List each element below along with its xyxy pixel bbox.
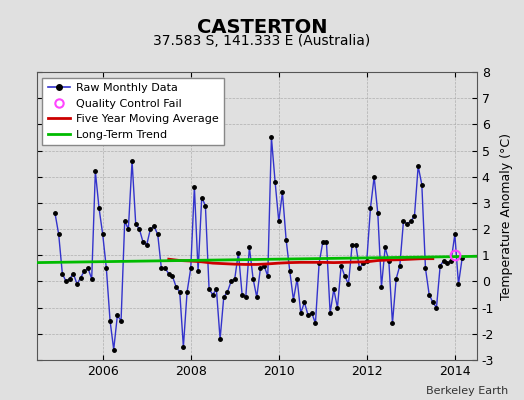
Text: 37.583 S, 141.333 E (Australia): 37.583 S, 141.333 E (Australia)	[154, 34, 370, 48]
Text: CASTERTON: CASTERTON	[196, 18, 328, 37]
Y-axis label: Temperature Anomaly (°C): Temperature Anomaly (°C)	[499, 132, 512, 300]
Text: Berkeley Earth: Berkeley Earth	[426, 386, 508, 396]
Legend: Raw Monthly Data, Quality Control Fail, Five Year Moving Average, Long-Term Tren: Raw Monthly Data, Quality Control Fail, …	[42, 78, 224, 145]
